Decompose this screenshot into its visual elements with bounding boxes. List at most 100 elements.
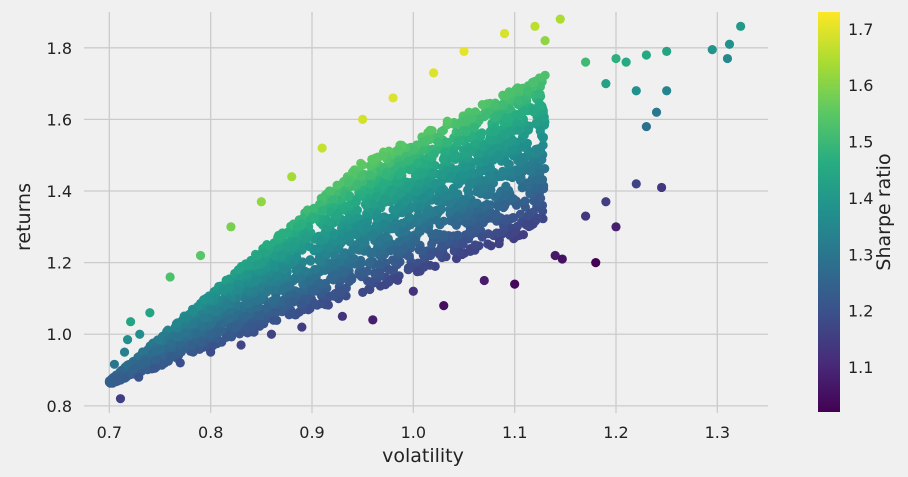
cloud-point [474,114,484,124]
cloud-point [500,215,510,225]
cloud-point [269,262,280,272]
data-point [722,53,733,64]
cloud-point [422,178,432,188]
cloud-point [351,197,361,207]
cloud-point [480,201,490,211]
cloud-point [476,213,486,223]
cloud-point [395,189,405,199]
cloud-point [363,222,373,232]
cloud-point [400,227,410,237]
cloud-point [489,112,500,123]
data-point [555,14,565,24]
cloud-point [369,268,380,278]
data-point [256,197,266,207]
cloud-point [380,194,390,204]
x-tick-label: 0.8 [198,423,223,442]
cloud-point [509,213,519,223]
cloud-point [388,205,398,215]
cloud-point [413,158,423,168]
x-tick-label: 1.1 [502,423,527,442]
data-point [226,222,236,232]
cloud-point [405,164,415,174]
cloud-point [330,259,340,269]
cloud-point [394,237,404,247]
data-point [287,172,297,182]
cloud-point [356,259,366,269]
cloud-point [175,340,185,350]
cloud-point [500,190,510,200]
cloud-point [221,275,231,285]
data-point [581,57,591,67]
cloud-point [470,213,480,223]
cloud-point [485,163,495,173]
cloud-point [288,242,298,252]
x-tick-label: 0.7 [97,423,122,442]
cloud-point [300,266,310,276]
cloud-point [489,211,500,221]
cloud-point [385,265,396,275]
cloud-point [270,284,280,294]
data-point [736,21,746,31]
cloud-point [403,156,413,166]
cloud-point [192,328,202,338]
colorbar-tick-label: 1.6 [848,76,873,95]
colorbar-gradient [818,12,840,412]
cloud-point [475,130,485,140]
data-point [707,44,717,55]
cloud-point [205,293,215,303]
cloud-point [261,303,271,314]
cloud-point [268,296,278,306]
data-point [429,68,439,78]
cloud-point [243,298,253,309]
data-point [150,363,160,373]
cloud-point [469,123,479,133]
cloud-point [369,199,379,209]
cloud-point [316,235,326,245]
cloud-point [188,307,198,317]
cloud-point [293,222,303,232]
cloud-point [493,150,503,160]
cloud-point [332,180,342,190]
data-point [651,107,662,117]
data-point [662,86,672,96]
cloud-point [166,352,176,362]
cloud-point [253,295,263,305]
cloud-point [481,156,491,166]
cloud-point [394,145,404,155]
cloud-point [403,251,413,261]
cloud-point [263,285,273,295]
cloud-point [400,196,410,206]
cloud-point [425,217,435,227]
cloud-point [453,230,463,240]
cloud-point [535,126,545,136]
cloud-point [329,230,339,240]
cloud-point [325,217,335,227]
cloud-point [253,259,263,270]
data-point [126,317,136,327]
cloud-point [365,171,375,181]
data-point [135,329,145,339]
cloud-point [180,313,190,323]
x-axis-label: volatility [382,445,464,467]
data-point [621,57,631,67]
point-cloud [104,70,550,388]
data-points [106,14,746,404]
cloud-point [300,233,310,243]
data-point [119,347,130,357]
cloud-point [443,191,454,201]
cloud-point [347,274,357,284]
y-tick-label: 1.2 [47,254,72,273]
data-point [195,250,206,261]
cloud-point [309,298,319,308]
cloud-point [412,186,422,196]
cloud-point [314,255,324,265]
cloud-point [436,204,446,214]
cloud-point [325,242,335,252]
cloud-point [221,332,231,342]
cloud-point [328,290,338,300]
cloud-point [224,313,234,324]
data-point [657,182,667,193]
data-point [611,53,621,64]
cloud-point [502,130,512,140]
